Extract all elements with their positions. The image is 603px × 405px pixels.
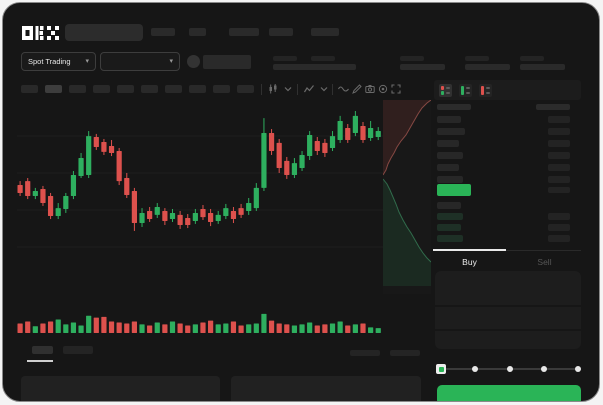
pair-selector[interactable]: ▾ — [100, 52, 180, 71]
nav-placeholder[interactable] — [269, 28, 293, 36]
bid-row-amount[interactable] — [548, 213, 570, 220]
buy-tab-indicator — [433, 249, 506, 251]
order-book-header[interactable] — [437, 104, 471, 110]
app-window: Spot Trading ▾ ▾ — [2, 2, 600, 402]
order-form — [435, 271, 581, 349]
draw-tool-icon[interactable] — [351, 83, 363, 95]
timeframe-button[interactable] — [21, 85, 38, 93]
amount-input[interactable] — [435, 307, 581, 329]
bid-row-price[interactable] — [437, 224, 461, 231]
ask-row-amount[interactable] — [548, 152, 570, 159]
timeframe-button[interactable] — [213, 85, 230, 93]
bid-row-amount[interactable] — [548, 224, 570, 231]
trade-mode-label: Spot Trading — [28, 57, 71, 66]
timeframe-button[interactable] — [69, 85, 86, 93]
slider-stop[interactable] — [472, 366, 478, 372]
fullscreen-icon[interactable] — [390, 83, 402, 95]
tab-buy[interactable]: Buy — [462, 257, 477, 267]
slider-stop[interactable] — [541, 366, 547, 372]
ask-row-price[interactable] — [437, 164, 459, 171]
slider-handle[interactable] — [436, 364, 446, 374]
timeframe-button[interactable] — [93, 85, 110, 93]
bid-row-amount[interactable] — [548, 235, 570, 242]
timeframe-button[interactable] — [141, 85, 158, 93]
ask-row-amount[interactable] — [548, 164, 570, 171]
camera-icon[interactable] — [364, 83, 376, 95]
last-price-amount[interactable] — [548, 187, 570, 193]
settings-icon[interactable] — [377, 83, 389, 95]
total-input[interactable] — [435, 331, 581, 349]
ask-row-amount[interactable] — [548, 116, 570, 123]
ask-row-price[interactable] — [437, 140, 459, 147]
nav-placeholder[interactable] — [311, 28, 339, 36]
timeframe-button[interactable] — [189, 85, 206, 93]
pair-name-placeholder — [203, 55, 251, 69]
order-book-header[interactable] — [536, 104, 570, 110]
bottom-tab-indicator — [27, 360, 53, 362]
ask-row-amount[interactable] — [548, 128, 570, 135]
chevron-down-icon: ▾ — [85, 58, 89, 65]
volume-chart — [17, 313, 381, 333]
ask-row-amount[interactable] — [548, 140, 570, 147]
last-price-badge[interactable] — [437, 184, 471, 196]
chevron-down-icon[interactable] — [282, 83, 294, 95]
bottom-control[interactable] — [390, 350, 420, 356]
bottom-tab[interactable] — [63, 346, 93, 354]
slider-stop[interactable] — [507, 366, 513, 372]
buy-submit-button[interactable] — [437, 385, 581, 401]
ask-row-price[interactable] — [437, 128, 465, 135]
candle-type-icon[interactable] — [267, 83, 279, 95]
nav-placeholder[interactable] — [151, 28, 175, 36]
ticker-stat-placeholder — [311, 56, 356, 70]
ticker-stat-placeholder — [273, 56, 318, 70]
depth-chart[interactable] — [383, 100, 431, 294]
ticker-stat-placeholder — [400, 56, 445, 70]
search-input[interactable] — [65, 24, 143, 41]
trade-mode-selector[interactable]: Spot Trading ▾ — [21, 52, 96, 71]
nav-placeholder[interactable] — [189, 28, 206, 36]
bottom-control[interactable] — [350, 350, 380, 356]
tab-sell[interactable]: Sell — [537, 257, 552, 267]
timeframe-button-active[interactable] — [45, 85, 62, 93]
ask-row-price[interactable] — [437, 116, 461, 123]
ask-row-price[interactable] — [437, 152, 463, 159]
bottom-tab-active[interactable] — [32, 346, 53, 354]
nav-placeholder[interactable] — [229, 28, 259, 36]
ask-row-price[interactable] — [437, 176, 463, 183]
okx-logo[interactable] — [22, 26, 59, 40]
bid-row-price[interactable] — [437, 213, 463, 220]
chevron-down-icon[interactable] — [318, 83, 330, 95]
candlestick-chart[interactable] — [17, 101, 383, 293]
tab-divider — [433, 250, 581, 251]
bottom-panel-left — [21, 376, 220, 401]
ticker-stat-placeholder — [465, 56, 510, 70]
bid-row-price[interactable] — [437, 202, 461, 209]
timeframe-button[interactable] — [117, 85, 134, 93]
ask-row-amount[interactable] — [548, 176, 570, 183]
timeframe-button[interactable] — [165, 85, 182, 93]
timeframe-button[interactable] — [237, 85, 254, 93]
coin-icon — [187, 55, 200, 68]
book-bids-icon[interactable] — [459, 84, 472, 97]
indicator-icon[interactable] — [303, 83, 315, 95]
price-input[interactable] — [435, 271, 581, 305]
bid-row-price[interactable] — [437, 235, 463, 242]
slider-stop[interactable] — [575, 366, 581, 372]
ticker-stat-placeholder — [520, 56, 565, 70]
bottom-panel-right — [231, 376, 421, 401]
line-tool-icon[interactable] — [337, 83, 349, 95]
order-book-toolbar — [434, 80, 581, 100]
book-asks-icon[interactable] — [479, 84, 492, 97]
book-combined-icon[interactable] — [439, 84, 452, 97]
chevron-down-icon: ▾ — [169, 58, 173, 65]
